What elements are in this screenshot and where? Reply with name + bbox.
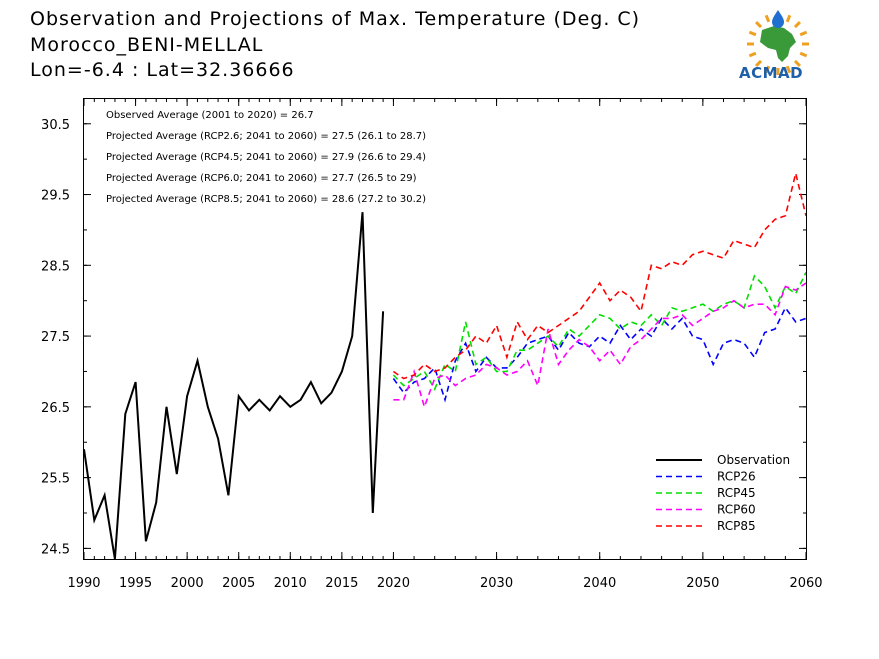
x-tick-label: 2020 [377, 576, 410, 591]
series-line-rcp60 [393, 282, 806, 410]
sun-ray [748, 51, 757, 58]
x-axis-tick-labels: 1990 1995 2000 2005 2010 2015 2020 2030 2040 2050… [67, 576, 822, 591]
legend-label-rcp60: RCP60 [717, 503, 756, 517]
acmad-logo-text: ACMAD [739, 64, 804, 82]
chart-subtitle-coordinates: Lon=-6.4 : Lat=32.36666 [30, 59, 295, 81]
x-tick-label: 2000 [171, 576, 204, 591]
annotation-rcp26-average: Projected Average (RCP2.6; 2041 to 2060)… [106, 131, 426, 142]
sun-ray [785, 14, 792, 23]
y-tick-label: 30.5 [41, 118, 70, 133]
series-line-rcp45 [392, 272, 806, 391]
sun-ray [799, 30, 808, 37]
series-line-rcp85 [392, 173, 806, 380]
sun-ray [785, 65, 792, 74]
y-axis-tick-labels: 24.5 25.5 26.5 27.5 28.5 29.5 30.5 [41, 118, 70, 558]
annotation-rcp85-average: Projected Average (RCP8.5; 2041 to 2060)… [106, 194, 426, 205]
chart-subtitle-station: Morocco_BENI-MELLAL [30, 34, 264, 56]
x-tick-label: 1995 [119, 576, 152, 591]
annotation-rcp60-average: Projected Average (RCP6.0; 2041 to 2060)… [106, 173, 417, 184]
x-tick-label: 2040 [583, 576, 616, 591]
x-tick-label: 1990 [67, 576, 100, 591]
plot-area-frame [83, 98, 807, 560]
x-tick-label: 2030 [480, 576, 513, 591]
sun-ray [755, 21, 763, 29]
sun-ray [764, 65, 771, 74]
acmad-logo [747, 10, 809, 75]
y-tick-label: 25.5 [41, 472, 70, 487]
x-tick-label: 2015 [325, 576, 358, 591]
sun-ray [799, 51, 808, 58]
annotation-observed-average: Observed Average (2001 to 2020) = 26.7 [106, 110, 314, 121]
y-tick-label: 24.5 [41, 542, 70, 557]
sun-ray [748, 30, 757, 37]
y-tick-label: 27.5 [41, 330, 70, 345]
legend-label-rcp26: RCP26 [717, 470, 756, 484]
legend-label-rcp85: RCP85 [717, 519, 756, 533]
sun-ray [755, 59, 763, 67]
annotation-block: Observed Average (2001 to 2020) = 26.7 P… [106, 110, 426, 205]
legend-label-rcp45: RCP45 [717, 486, 756, 500]
legend-label-observation: Observation [717, 453, 790, 467]
chart-legend: Observation RCP26 RCP45 RCP60 RCP85 [656, 453, 790, 533]
x-tick-label: 2050 [686, 576, 719, 591]
series-line-rcp26 [392, 306, 806, 403]
x-tick-label: 2010 [274, 576, 307, 591]
y-tick-label: 29.5 [41, 189, 70, 204]
y-tick-label: 26.5 [41, 401, 70, 416]
sun-ray [764, 14, 771, 23]
axis-ticks [83, 99, 807, 559]
y-tick-label: 28.5 [41, 259, 70, 274]
water-drop-icon [772, 10, 784, 28]
chart-title: Observation and Projections of Max. Temp… [30, 8, 641, 30]
x-tick-label: 2060 [789, 576, 822, 591]
x-tick-label: 2005 [222, 576, 255, 591]
sun-ray [793, 21, 801, 29]
series-lines [84, 173, 806, 559]
africa-map-icon [760, 26, 796, 62]
annotation-rcp45-average: Projected Average (RCP4.5; 2041 to 2060)… [106, 152, 426, 163]
series-line-observation [84, 212, 385, 559]
sun-ray [793, 59, 801, 67]
